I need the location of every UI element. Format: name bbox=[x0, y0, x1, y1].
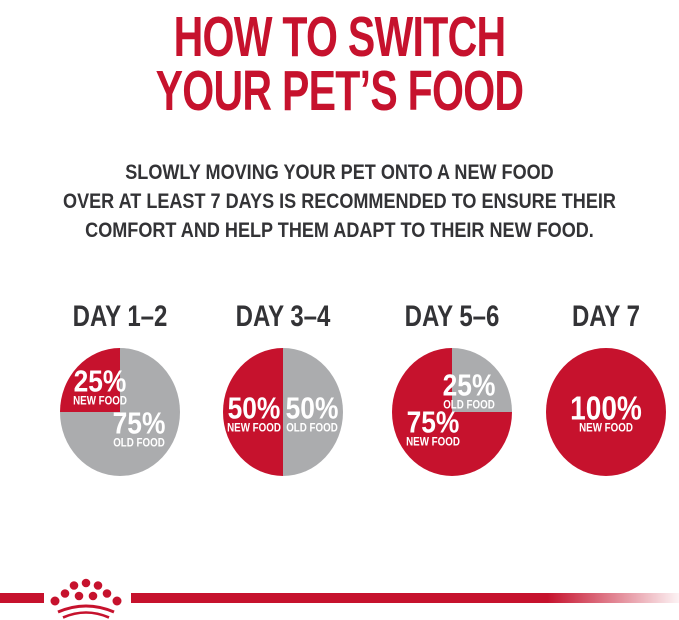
day-7-pie bbox=[546, 348, 666, 476]
footer-bar-left-segment bbox=[0, 593, 44, 603]
day-3-4-column: DAY 3–4 50% NEW FOOD 50% OLD FOOD bbox=[203, 300, 363, 476]
intro-line-1: SLOWLY MOVING YOUR PET ONTO A NEW FOOD bbox=[125, 160, 554, 184]
day-1-2-pie bbox=[60, 348, 180, 476]
day-1-2-pie-chart: 25% NEW FOOD 75% OLD FOOD bbox=[60, 348, 180, 476]
day-3-4-pie bbox=[223, 348, 343, 476]
day-3-4-label: DAY 3–4 bbox=[235, 300, 331, 333]
day-5-6-column: DAY 5–6 25% OLD FOOD 75% NEW FOOD bbox=[372, 300, 532, 476]
day-5-6-label: DAY 5–6 bbox=[404, 300, 500, 333]
intro-text: SLOWLY MOVING YOUR PET ONTO A NEW FOOD O… bbox=[0, 158, 679, 245]
day-5-6-pie bbox=[392, 348, 512, 476]
page-title: HOW TO SWITCH YOUR PET’S FOOD bbox=[0, 5, 679, 123]
page-title-line-2: YOUR PET’S FOOD bbox=[155, 59, 524, 123]
day-3-4-pie-chart: 50% NEW FOOD 50% OLD FOOD bbox=[223, 348, 343, 476]
day-5-6-pie-chart: 25% OLD FOOD 75% NEW FOOD bbox=[392, 348, 512, 476]
day-7-column: DAY 7 100% NEW FOOD bbox=[526, 300, 679, 476]
day-1-2-column: DAY 1–2 25% NEW FOOD 75% OLD FOOD bbox=[40, 300, 200, 476]
page-title-line-1: HOW TO SWITCH bbox=[173, 5, 507, 69]
intro-line-2: OVER AT LEAST 7 DAYS IS RECOMMENDED TO E… bbox=[63, 189, 616, 213]
footer-bar-right-segment bbox=[131, 593, 679, 603]
day-7-pie-chart: 100% NEW FOOD bbox=[546, 348, 666, 476]
day-1-2-label: DAY 1–2 bbox=[72, 300, 168, 333]
pie-chart-row: DAY 1–2 25% NEW FOOD 75% OLD FOOD DAY 3–… bbox=[0, 300, 679, 485]
day-7-label: DAY 7 bbox=[571, 300, 641, 333]
royal-canin-crown-icon bbox=[50, 578, 122, 619]
intro-line-3: COMFORT AND HELP THEM ADAPT TO THEIR NEW… bbox=[85, 218, 594, 242]
